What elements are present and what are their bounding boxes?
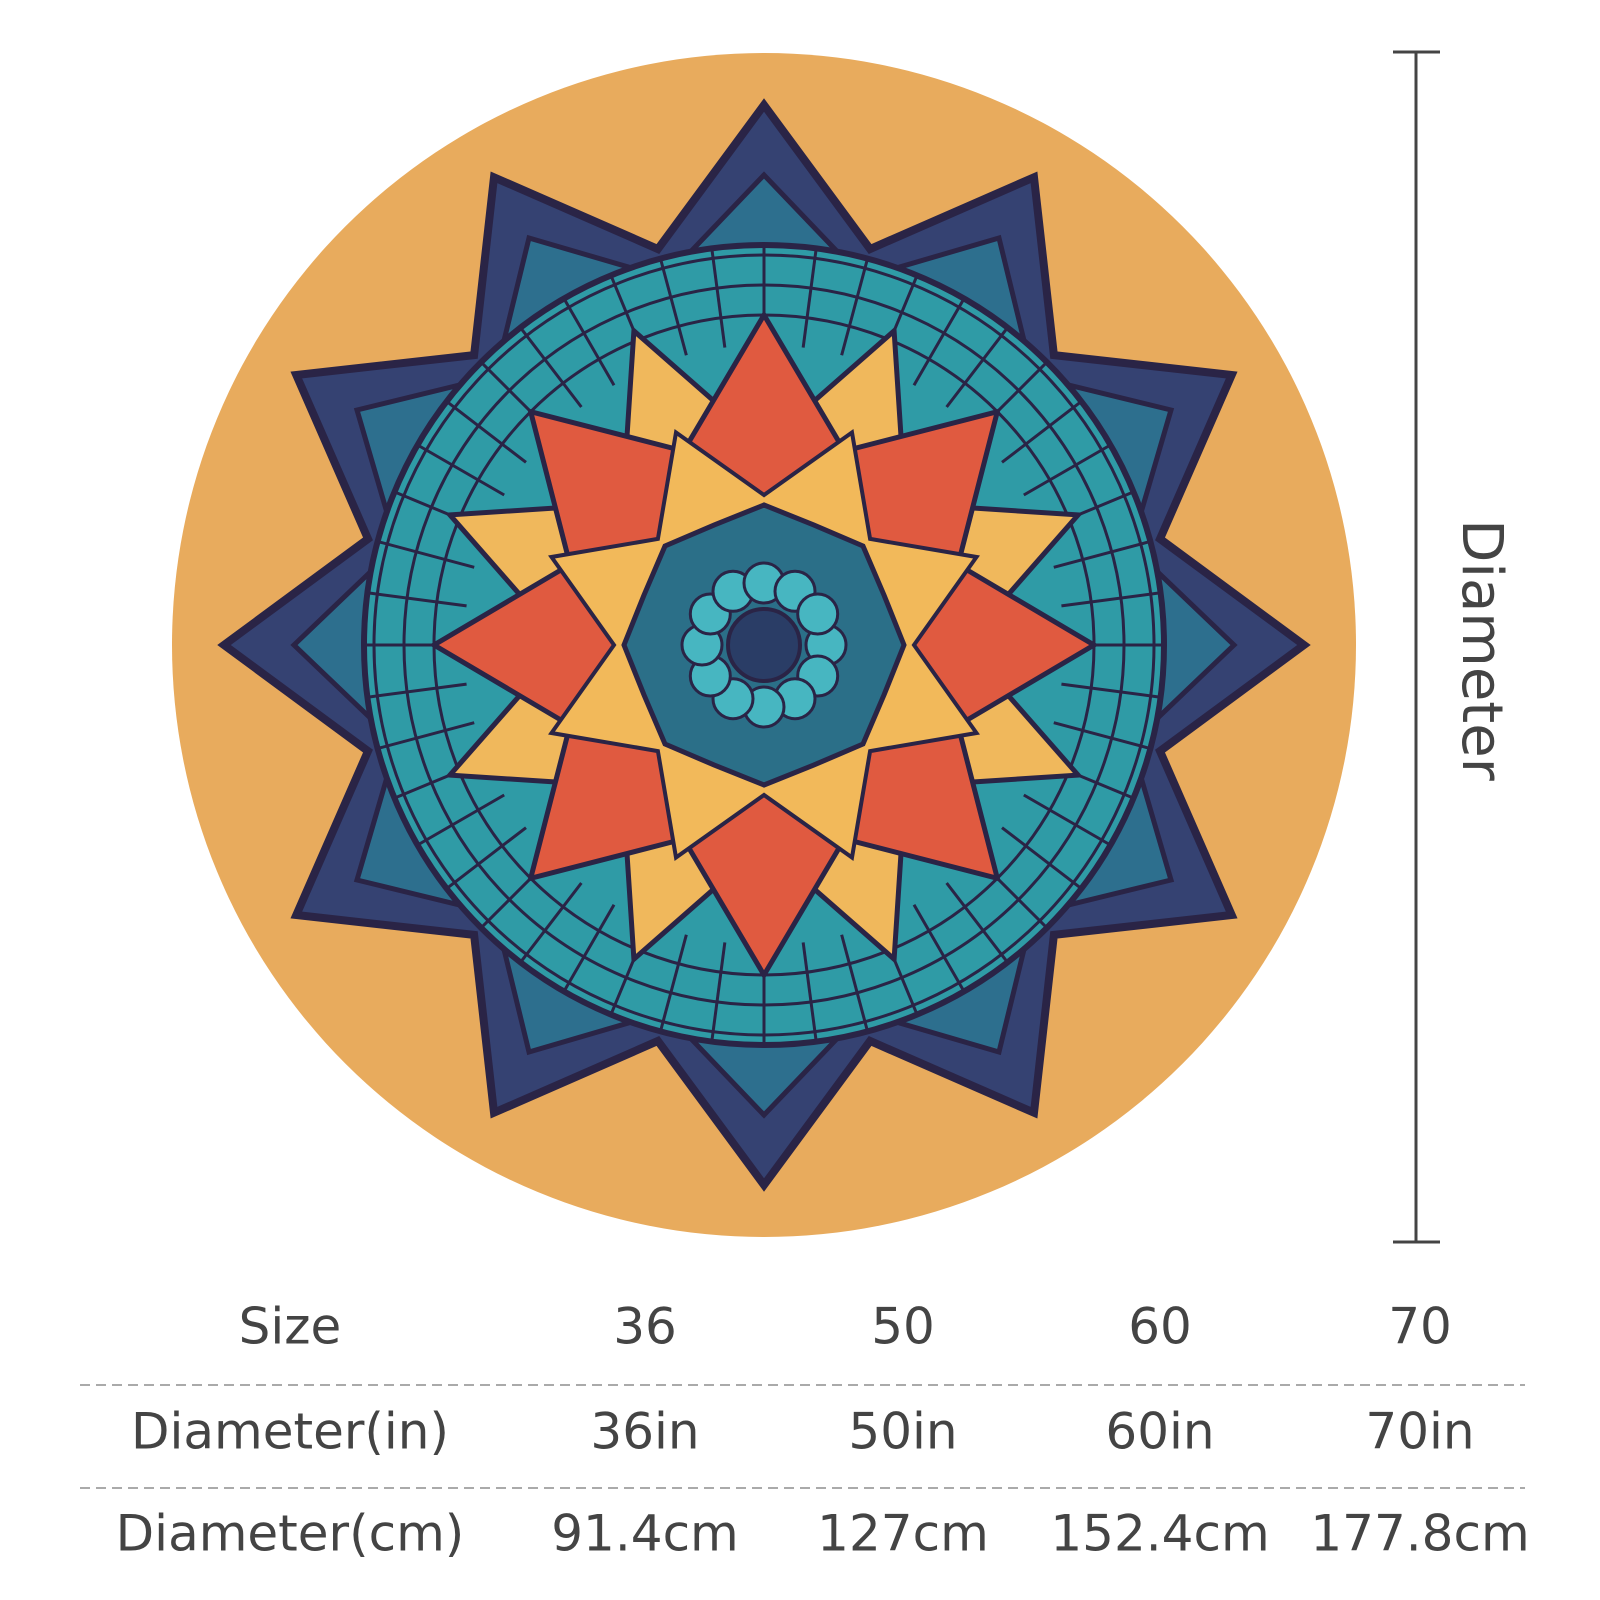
rosette-center (726, 607, 802, 683)
radial-line (1053, 540, 1151, 569)
size-table: Size 36 50 60 70 Diameter(in) 36in 50in 60in 70in… (116, 1298, 1530, 1563)
radial-line (945, 326, 1009, 408)
radial-line (710, 942, 727, 1042)
radial-line (377, 721, 475, 750)
dimension-label: Diameter (1449, 519, 1514, 781)
radial-line (367, 591, 467, 608)
table-cell: 60in (1105, 1403, 1214, 1461)
radial-line (801, 248, 818, 348)
table-cell: 36in (590, 1403, 699, 1461)
radial-line (1061, 682, 1161, 699)
radial-line (445, 400, 527, 464)
radial-line (519, 326, 583, 408)
radial-line (659, 934, 688, 1032)
radial-line (840, 934, 869, 1032)
table-cell: 127cm (817, 1505, 989, 1563)
table-cell: 50in (848, 1403, 957, 1461)
radial-line (416, 793, 505, 847)
table-cell: 60 (1128, 1298, 1192, 1356)
table-cell: 91.4cm (551, 1505, 739, 1563)
radial-line (1001, 826, 1083, 890)
table-cell: 36 (613, 1298, 677, 1356)
radial-line (710, 248, 727, 348)
radial-line (445, 826, 527, 890)
table-cell: 152.4cm (1050, 1505, 1269, 1563)
radial-line (562, 297, 616, 386)
table-cell: 177.8cm (1310, 1505, 1529, 1563)
radial-line (912, 297, 966, 386)
radial-line (945, 882, 1009, 964)
radial-line (1023, 793, 1112, 847)
radial-line (1061, 591, 1161, 608)
row-header: Diameter(cm) (116, 1505, 465, 1563)
radial-line (519, 882, 583, 964)
radial-line (840, 258, 869, 356)
rosette-petal (796, 592, 840, 636)
rug (172, 53, 1356, 1237)
row-header: Diameter(in) (131, 1403, 449, 1461)
radial-line (659, 258, 688, 356)
radial-line (367, 682, 467, 699)
radial-line (1053, 721, 1151, 750)
table-cell: 70in (1365, 1403, 1474, 1461)
table-cell: 70 (1388, 1298, 1452, 1356)
table-cell: 50 (871, 1298, 935, 1356)
radial-line (377, 540, 475, 569)
row-header: Size (239, 1298, 342, 1356)
radial-line (562, 904, 616, 993)
radial-line (801, 942, 818, 1042)
radial-line (1001, 400, 1083, 464)
radial-line (416, 443, 505, 497)
radial-line (1023, 443, 1112, 497)
radial-line (912, 904, 966, 993)
